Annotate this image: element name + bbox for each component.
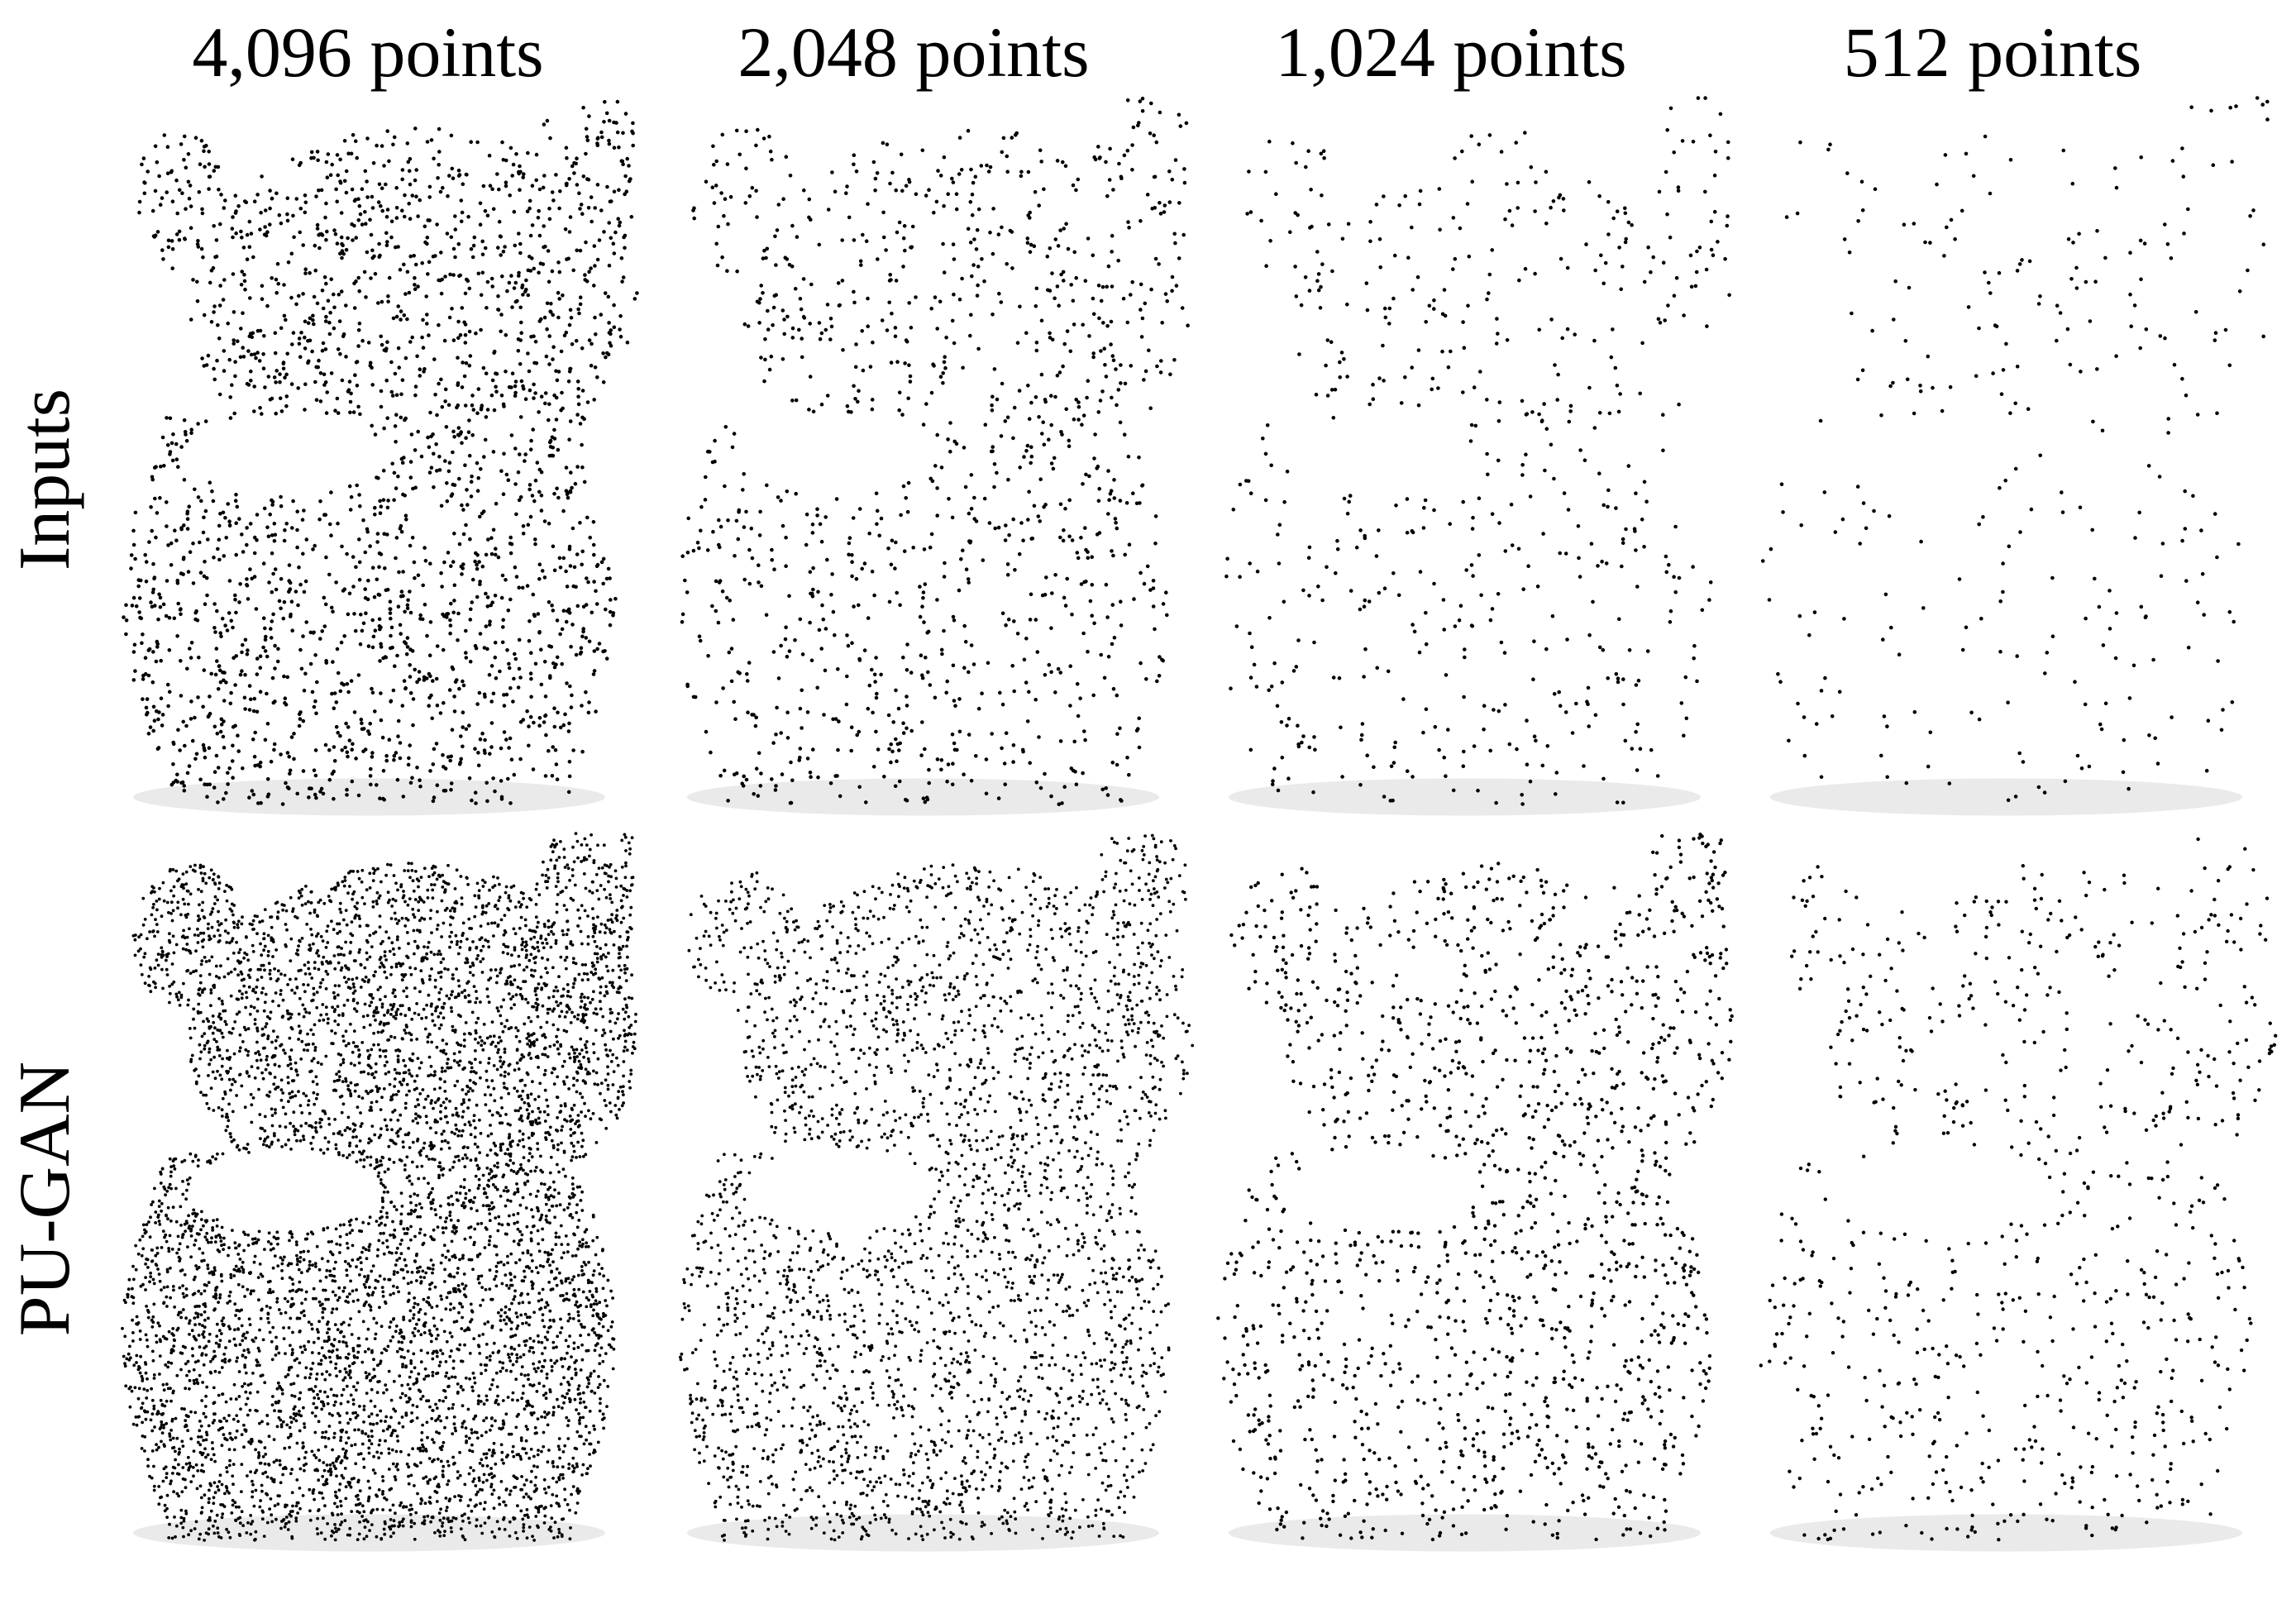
- point-cloud-svg: [121, 832, 637, 1552]
- column-header-1024: 1,024 points: [1275, 12, 1627, 92]
- point-cloud-pugan-512: [1736, 819, 2296, 1563]
- point-cloud-svg: [1216, 833, 1734, 1552]
- column-header-4096: 4,096 points: [192, 12, 544, 92]
- point-cloud-svg: [122, 99, 639, 816]
- points: [1224, 96, 1731, 806]
- ground-shadow: [686, 1514, 1159, 1552]
- points: [1760, 96, 2270, 803]
- point-cloud-pugan-1024: [1195, 819, 1757, 1563]
- point-cloud-svg: [680, 96, 1190, 816]
- points: [1759, 837, 2278, 1542]
- point-cloud-svg: [1224, 96, 1731, 816]
- points: [121, 832, 637, 1542]
- points: [679, 833, 1195, 1542]
- column-header-512: 512 points: [1843, 12, 2142, 92]
- points: [1216, 833, 1734, 1542]
- ground-shadow: [132, 1514, 605, 1552]
- point-cloud-pugan-4096: [99, 819, 661, 1563]
- point-cloud-input-2048: [653, 83, 1215, 827]
- row-label-pugan: PU-GAN: [5, 1061, 85, 1337]
- ground-shadow: [1228, 778, 1701, 816]
- column-header-2048: 2,048 points: [737, 12, 1090, 92]
- point-cloud-pugan-2048: [653, 819, 1215, 1563]
- point-cloud-svg: [1760, 96, 2270, 816]
- point-cloud-input-512: [1736, 83, 2296, 827]
- point-cloud-svg: [679, 833, 1195, 1552]
- ground-shadow: [1769, 778, 2242, 816]
- points: [122, 99, 639, 806]
- ground-shadow: [132, 778, 605, 816]
- point-cloud-svg: [1759, 837, 2278, 1552]
- points: [680, 96, 1190, 806]
- point-cloud-input-1024: [1195, 83, 1757, 827]
- point-cloud-input-4096: [99, 83, 661, 827]
- ground-shadow: [1769, 1514, 2242, 1552]
- row-label-inputs: Inputs: [5, 389, 85, 570]
